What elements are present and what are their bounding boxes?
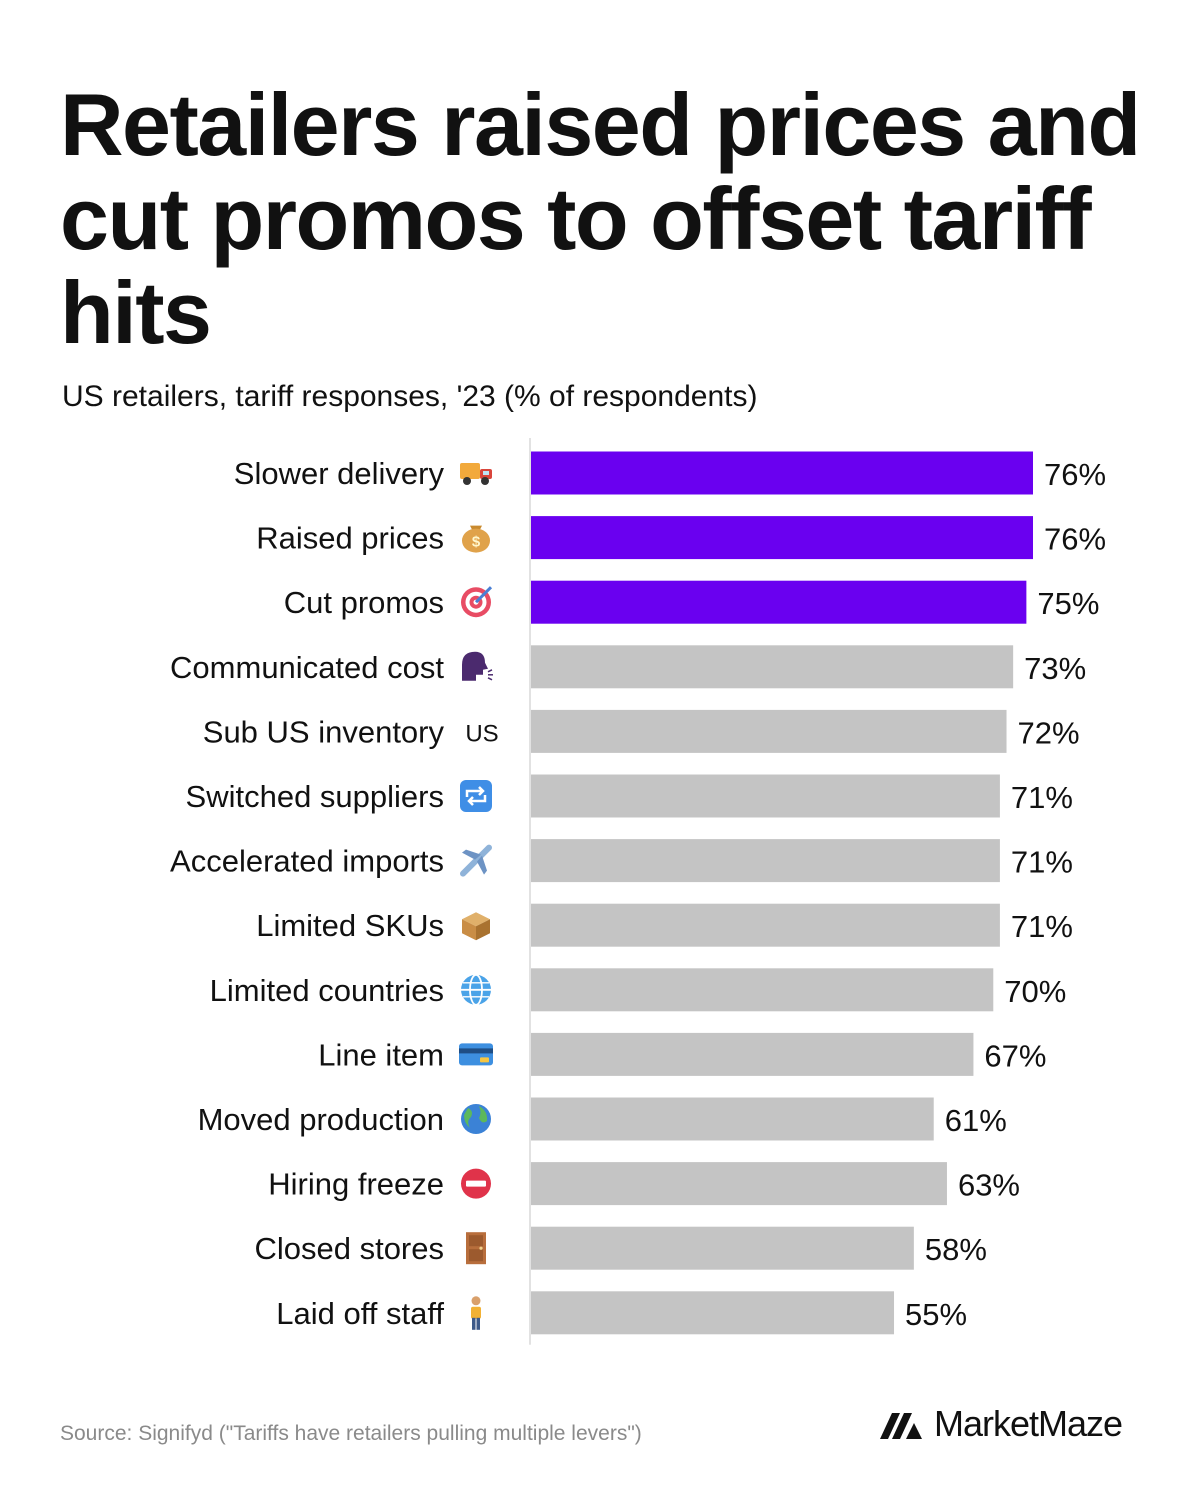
us-flag-icon: US [465, 720, 498, 747]
category-label: Raised prices [256, 521, 444, 556]
bar-row: Moved production 61% [198, 1097, 1007, 1141]
bar-row: Sub US inventory US 72% [203, 709, 1080, 753]
bar-row: Cut promos 75% [284, 580, 1099, 624]
bar [531, 774, 1000, 818]
delivery-truck-icon [460, 463, 492, 485]
credit-card-icon [459, 1043, 493, 1066]
door-icon [466, 1232, 486, 1265]
category-label: Limited SKUs [256, 908, 444, 943]
standing-person-icon [471, 1296, 481, 1330]
bar-row: Raised prices $76% [256, 516, 1106, 560]
value-label: 67% [984, 1038, 1046, 1073]
globe-meridians-icon [461, 973, 491, 1006]
bar-row: Accelerated imports 71% [170, 839, 1073, 883]
value-label: 71% [1011, 780, 1073, 815]
repeat-arrows-icon [460, 780, 492, 812]
value-label: 76% [1044, 522, 1106, 557]
value-label: 58% [925, 1232, 987, 1267]
bar [531, 1226, 914, 1270]
bar-row: Line item 67% [318, 1032, 1046, 1076]
bar [531, 709, 1007, 753]
value-label: 70% [1004, 974, 1066, 1009]
no-entry-icon [461, 1168, 491, 1199]
category-label: Laid off staff [276, 1296, 444, 1331]
category-label: Slower delivery [234, 456, 445, 491]
value-label: 63% [958, 1168, 1020, 1203]
category-label: Closed stores [254, 1231, 444, 1266]
source-note: Source: Signifyd ("Tariffs have retailer… [60, 1422, 642, 1445]
bar [531, 516, 1033, 560]
value-label: 71% [1011, 845, 1073, 880]
category-label: Line item [318, 1037, 444, 1072]
category-label: Cut promos [284, 585, 444, 620]
bar-row: Communicated cost 73% [170, 645, 1086, 689]
bar-row: Slower delivery 76% [234, 451, 1106, 495]
bar [531, 903, 1000, 947]
target-icon [461, 586, 493, 618]
value-label: 55% [905, 1297, 967, 1332]
earth-globe-icon [461, 1104, 491, 1134]
bar [531, 580, 1027, 624]
value-label: 61% [945, 1103, 1007, 1138]
bar [531, 1032, 974, 1076]
bar-row: Laid off staff 55% [276, 1291, 967, 1335]
value-label: 73% [1024, 651, 1086, 686]
bar-row: Closed stores 58% [254, 1226, 987, 1270]
svg-text:$: $ [472, 534, 481, 551]
chart-title: Retailers raised prices and cut promos t… [60, 75, 1141, 362]
value-label: 72% [1018, 715, 1080, 750]
category-label: Communicated cost [170, 650, 444, 685]
category-label: Switched suppliers [186, 779, 444, 814]
bar-row: Hiring freeze 63% [268, 1162, 1020, 1206]
chart-subtitle: US retailers, tariff responses, '23 (% o… [62, 380, 758, 413]
value-label: 75% [1037, 586, 1099, 621]
brand-name: MarketMaze [934, 1403, 1123, 1444]
bar-row: Switched suppliers 71% [186, 774, 1073, 818]
category-label: Moved production [198, 1102, 444, 1137]
value-label: 71% [1011, 909, 1073, 944]
bar [531, 839, 1000, 883]
marketmaze-logo-icon [880, 1413, 922, 1439]
package-icon [462, 912, 490, 941]
category-label: Limited countries [210, 973, 444, 1008]
category-label: Accelerated imports [170, 844, 444, 879]
bar [531, 1097, 934, 1141]
bar [531, 645, 1014, 689]
speaking-head-icon [462, 651, 493, 681]
svg-text:US: US [465, 720, 498, 747]
bar [531, 968, 994, 1012]
value-label: 76% [1044, 457, 1106, 492]
bar-row: Limited countries 70% [210, 968, 1066, 1012]
category-label: Hiring freeze [268, 1167, 444, 1202]
bar-row: Limited SKUs 71% [256, 903, 1073, 947]
bar [531, 451, 1033, 495]
bar [531, 1291, 895, 1335]
airplane-icon [460, 844, 492, 877]
category-label: Sub US inventory [203, 714, 445, 749]
money-bag-icon: $ [462, 525, 490, 553]
brand-logo: MarketMaze [880, 1402, 1123, 1446]
bar [531, 1162, 947, 1206]
